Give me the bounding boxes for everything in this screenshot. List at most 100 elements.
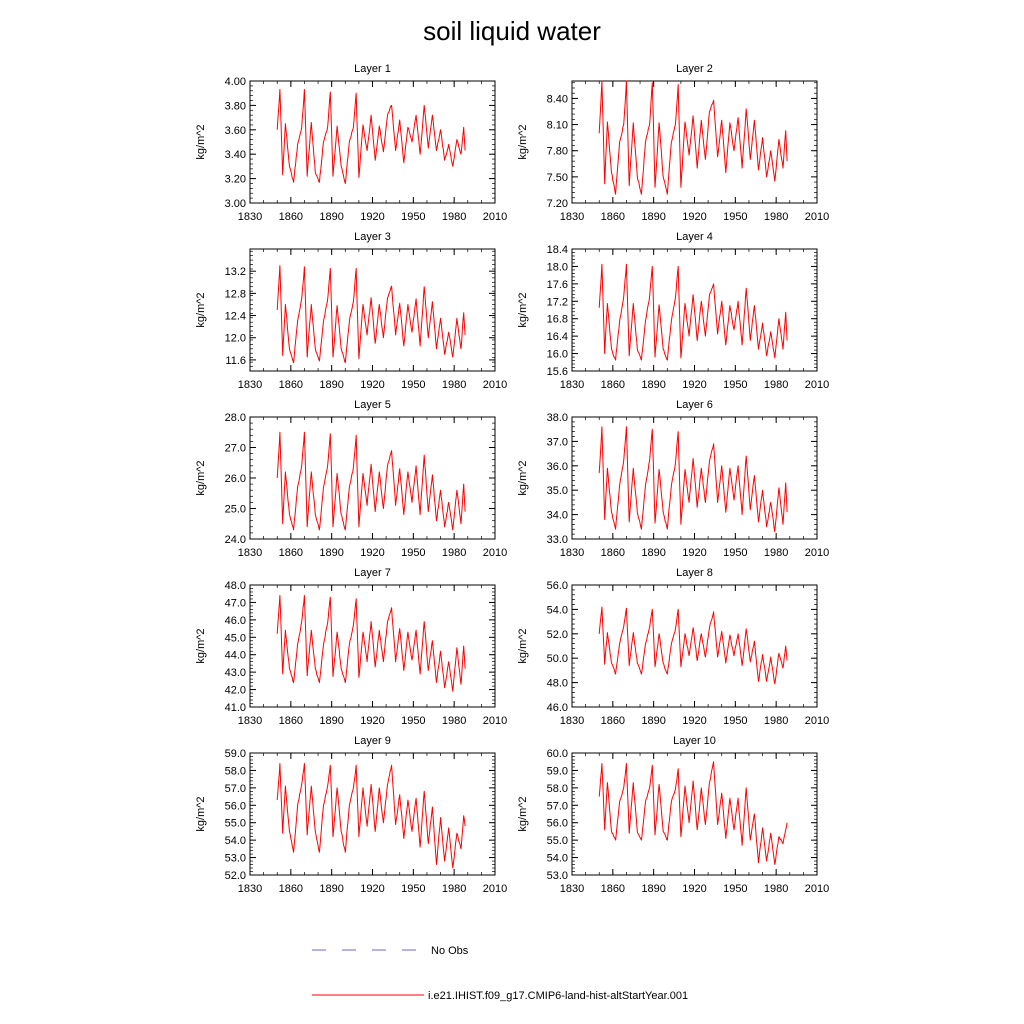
y-tick-label: 25.0 [225,504,246,516]
y-tick-label: 15.6 [547,366,568,378]
x-tick-label: 1890 [319,211,343,223]
y-axis-label: kg/m^2 [517,796,529,831]
y-tick-label: 12.0 [225,333,246,345]
series-line-model [276,595,466,692]
panel-layer-7: Layer 7 41.0 42.0 43.0 44.0 45.0 46.0 47.0 48.0 1… [195,567,507,727]
x-tick-label: 1860 [279,211,303,223]
y-tick-label: 12.4 [225,311,246,323]
y-tick-label: 16.8 [547,314,568,326]
series-line-model [598,80,788,195]
x-tick-label: 1950 [723,883,747,895]
x-tick-label: 1830 [560,379,584,391]
panel-layer-5: Layer 5 24.0 25.0 26.0 27.0 28.0 1830 1860 1890 1… [195,399,507,559]
y-tick-label: 7.80 [547,146,568,158]
y-tick-label: 56.0 [547,580,568,592]
x-tick-label: 2010 [805,211,829,223]
panel-layer-9: Layer 9 52.0 53.0 54.0 55.0 56.0 57.0 58.0 59.0 1… [195,735,507,895]
y-tick-label: 57.0 [547,800,568,812]
y-tick-label: 59.0 [547,765,568,777]
x-tick-label: 1890 [641,547,665,559]
y-axis-label: kg/m^2 [195,124,207,159]
y-tick-label: 26.0 [225,473,246,485]
panel-title: Layer 2 [676,63,713,75]
y-tick-label: 45.0 [225,632,246,644]
y-axis-label: kg/m^2 [517,460,529,495]
figure-title: soil liquid water [423,16,601,46]
x-tick-label: 1830 [560,715,584,727]
series-line-model [598,426,788,533]
x-tick-label: 1860 [601,379,625,391]
legend-model-label: i.e21.IHIST.f09_g17.CMIP6-land-hist-altS… [428,990,688,1002]
x-tick-label: 1890 [319,547,343,559]
y-tick-label: 48.0 [547,678,568,690]
x-tick-label: 1830 [238,547,262,559]
x-tick-label: 1890 [641,379,665,391]
x-tick-label: 1980 [442,211,466,223]
y-tick-label: 55.0 [547,835,568,847]
y-tick-label: 56.0 [547,818,568,830]
y-tick-label: 13.2 [225,266,246,278]
y-tick-label: 44.0 [225,650,246,662]
panel-title: Layer 4 [676,231,713,243]
panel-title: Layer 1 [354,63,391,75]
x-tick-label: 1980 [442,883,466,895]
x-tick-label: 1920 [360,715,384,727]
y-tick-label: 3.00 [225,198,246,210]
series-line-model [276,265,466,364]
y-tick-label: 8.40 [547,93,568,105]
x-tick-label: 1890 [641,211,665,223]
x-tick-label: 2010 [805,715,829,727]
x-tick-label: 1830 [560,883,584,895]
y-tick-label: 11.6 [225,355,246,367]
x-tick-label: 1950 [401,379,425,391]
series-line-model [598,606,788,685]
series-line-model [276,763,466,869]
x-tick-label: 1830 [238,883,262,895]
x-tick-label: 1950 [723,715,747,727]
panel-title: Layer 9 [354,735,391,747]
x-tick-label: 1920 [682,211,706,223]
plot-frame [571,752,818,876]
y-axis-label: kg/m^2 [195,796,207,831]
x-tick-label: 1920 [682,715,706,727]
x-tick-label: 1830 [560,547,584,559]
y-tick-label: 53.0 [225,853,246,865]
y-tick-label: 38.0 [547,412,568,424]
y-tick-label: 12.8 [225,288,246,300]
x-tick-label: 1950 [401,883,425,895]
y-tick-label: 3.40 [225,149,246,161]
x-tick-label: 1860 [279,379,303,391]
x-tick-label: 1890 [319,715,343,727]
y-tick-label: 46.0 [225,615,246,627]
y-tick-label: 54.0 [225,835,246,847]
x-tick-label: 1920 [360,547,384,559]
y-axis-label: kg/m^2 [195,628,207,663]
x-tick-label: 1890 [641,883,665,895]
panel-layer-6: Layer 6 33.0 34.0 35.0 36.0 37.0 38.0 1830 1860 1… [517,399,829,559]
y-tick-label: 54.0 [547,604,568,616]
y-tick-label: 34.0 [547,510,568,522]
x-tick-label: 1830 [238,715,262,727]
x-tick-label: 2010 [483,547,507,559]
x-tick-label: 1860 [601,211,625,223]
panel-layer-10: Layer 10 53.0 54.0 55.0 56.0 57.0 58.0 59.0 60.0… [517,735,829,895]
panel-title: Layer 5 [354,399,391,411]
x-tick-label: 1890 [641,715,665,727]
series-line-model [598,761,788,865]
y-tick-label: 54.0 [547,853,568,865]
y-tick-label: 16.0 [547,349,568,361]
series-line-model [276,89,466,184]
y-axis-label: kg/m^2 [517,124,529,159]
y-tick-label: 36.0 [547,461,568,473]
x-tick-label: 1980 [442,715,466,727]
legend-obs-label: No Obs [431,945,469,957]
x-tick-label: 2010 [805,547,829,559]
y-tick-label: 58.0 [225,765,246,777]
x-tick-label: 1980 [442,547,466,559]
x-tick-label: 1860 [601,883,625,895]
y-tick-label: 53.0 [547,870,568,882]
y-tick-label: 17.6 [547,279,568,291]
y-tick-label: 3.60 [225,125,246,137]
y-tick-label: 4.00 [225,76,246,88]
x-tick-label: 2010 [483,883,507,895]
